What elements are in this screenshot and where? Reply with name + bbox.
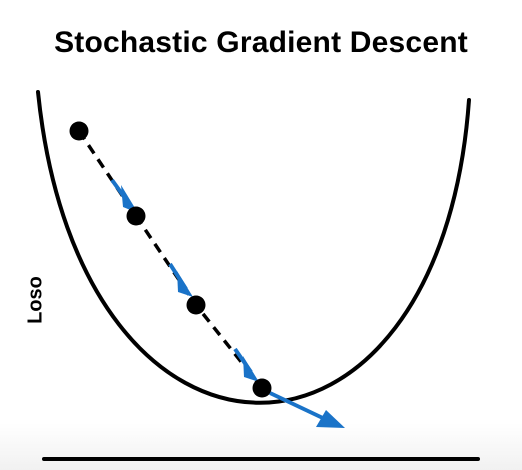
step-arrow-head [121,185,138,213]
step-arrow-head [316,410,345,428]
parameter-point [126,206,146,226]
step-arrow [269,391,328,422]
diagram-title: Stochastic Gradient Descent [54,26,468,59]
parameter-point [186,295,206,315]
descent-path [77,130,264,390]
parameter-point [252,378,272,398]
step-arrow-head [177,271,193,297]
step-arrow-head [243,356,259,382]
parameter-point [69,121,89,141]
loss-curve [36,90,471,405]
